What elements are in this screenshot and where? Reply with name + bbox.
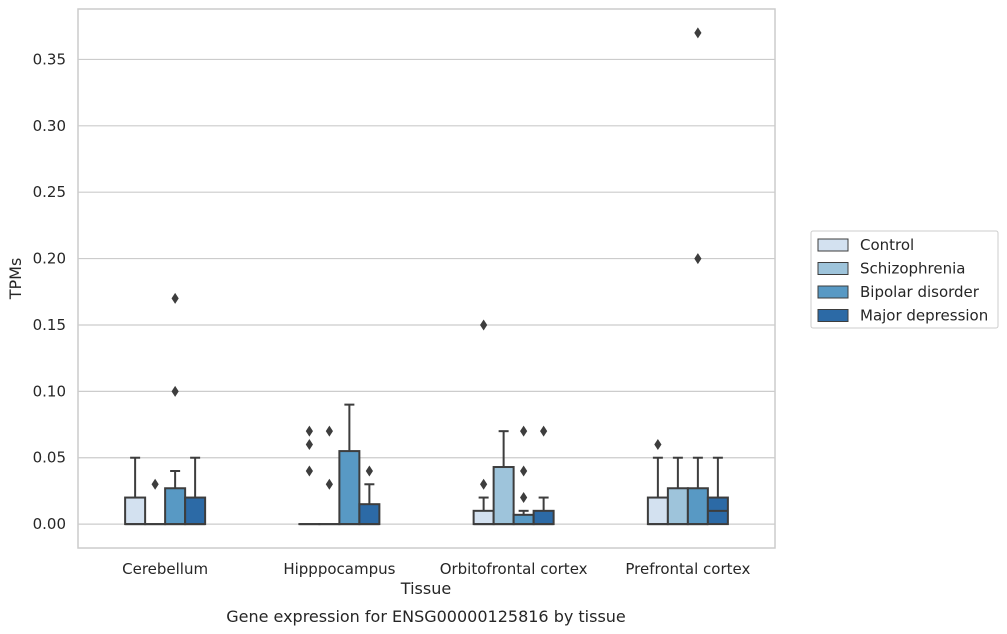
- box-major-depression: [532, 425, 555, 526]
- box-body: [686, 487, 709, 526]
- chart-caption: Gene expression for ENSG00000125816 by t…: [226, 607, 626, 626]
- legend-swatch: [817, 238, 849, 252]
- legend-frame: [810, 230, 999, 329]
- x-tick-labels: Cerebellum Hipppocampus Orbitofrontal cort…: [122, 560, 750, 578]
- legend-label: Schizophrenia: [860, 260, 965, 278]
- legend-swatch: [817, 285, 849, 299]
- box-body: [492, 466, 515, 526]
- legend-item: Schizophrenia: [817, 260, 965, 278]
- box-body: [666, 487, 689, 526]
- box-control: [646, 438, 669, 526]
- outlier-point: [480, 319, 488, 331]
- box-bipolar-disorder: [164, 292, 187, 526]
- outlier-point: [654, 438, 662, 450]
- y-tick-label: 0.10: [33, 382, 66, 400]
- outlier-point: [325, 425, 333, 437]
- grid-lines: [78, 58, 775, 525]
- legend-label: Bipolar disorder: [860, 283, 980, 301]
- outlier-point: [171, 385, 179, 397]
- box-bipolar-disorder: [686, 27, 709, 526]
- box-schizophrenia: [492, 430, 515, 526]
- y-tick-label: 0.15: [33, 316, 66, 334]
- outlier-point: [520, 465, 528, 477]
- box-body: [358, 503, 381, 526]
- box-body: [472, 509, 495, 526]
- x-axis-label: Tissue: [400, 579, 451, 598]
- box-major-depression: [184, 456, 207, 526]
- y-tick-label: 0.35: [33, 50, 66, 68]
- outlier-point: [540, 425, 548, 437]
- legend-swatch: [817, 262, 849, 275]
- box-body: [646, 496, 669, 526]
- outlier-point: [305, 425, 313, 437]
- box-body: [164, 487, 187, 526]
- legend-swatch: [817, 309, 849, 322]
- box-major-depression: [358, 465, 381, 526]
- box-bipolar-disorder: [512, 425, 535, 526]
- box-schizophrenia: [318, 425, 341, 526]
- outlier-point: [365, 465, 373, 477]
- box-major-depression: [706, 456, 729, 526]
- outlier-point: [171, 292, 179, 304]
- y-axis-label: TPMs: [6, 258, 25, 301]
- box-control: [124, 456, 147, 526]
- outlier-point: [480, 478, 488, 490]
- outlier-point: [305, 465, 313, 477]
- box-schizophrenia: [144, 478, 167, 526]
- box-control: [298, 425, 321, 526]
- y-tick-label: 0.25: [33, 183, 66, 201]
- box-schizophrenia: [666, 456, 689, 526]
- box-body: [184, 496, 207, 526]
- legend-item: Control: [817, 236, 914, 254]
- y-tick-label: 0.05: [33, 449, 66, 467]
- legend-label: Major depression: [860, 307, 988, 325]
- box-bipolar-disorder: [338, 403, 361, 526]
- x-tick-label: Hipppocampus: [283, 560, 395, 578]
- x-tick-label: Prefrontal cortex: [625, 560, 750, 578]
- legend-item: Bipolar disorder: [817, 283, 980, 301]
- x-tick-label: Cerebellum: [122, 560, 208, 578]
- y-tick-label: 0.20: [33, 250, 66, 268]
- outlier-point: [520, 425, 528, 437]
- outlier-point: [694, 27, 702, 39]
- box-body: [124, 496, 147, 526]
- outlier-point: [694, 253, 702, 265]
- plot-area: [77, 8, 776, 549]
- box-body: [512, 513, 535, 526]
- box-body: [338, 450, 361, 526]
- outlier-point: [520, 492, 528, 504]
- box-control: [472, 319, 495, 526]
- legend-label: Control: [860, 236, 914, 254]
- outlier-point: [151, 478, 159, 490]
- legend: Control Schizophrenia Bipolar disorder Majo…: [810, 230, 999, 329]
- outlier-point: [325, 478, 333, 490]
- legend-item: Major depression: [817, 307, 988, 325]
- x-tick-label: Orbitofrontal cortex: [440, 560, 588, 578]
- y-tick-label: 0.30: [33, 117, 66, 135]
- y-tick-label: 0.00: [33, 515, 66, 533]
- outlier-point: [305, 438, 313, 450]
- y-tick-labels: 0.00 0.05 0.10 0.15 0.20 0.25 0.30 0.35: [33, 50, 66, 533]
- box-plots: [124, 27, 729, 526]
- box-body: [532, 509, 555, 526]
